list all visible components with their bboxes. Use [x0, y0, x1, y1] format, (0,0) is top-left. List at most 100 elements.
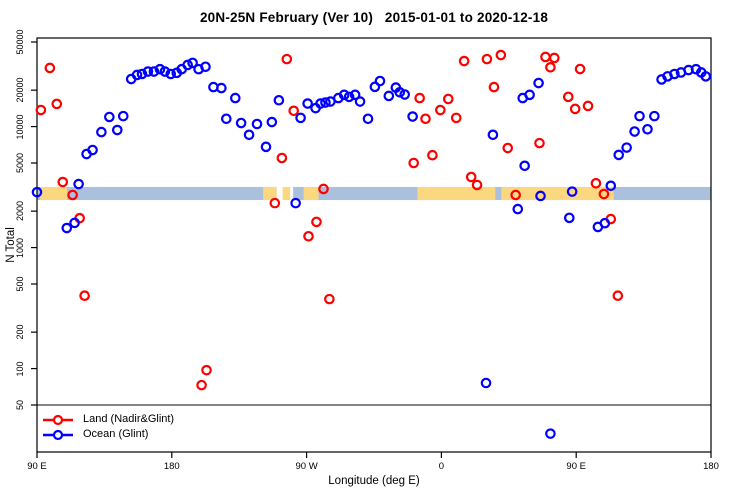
- ocean-data-point: [221, 113, 232, 125]
- y-tick-label: 50000: [15, 29, 25, 55]
- land-data-point: [471, 179, 483, 191]
- ocean-data-point: [369, 81, 381, 93]
- y-tick-label: 2000: [15, 201, 25, 222]
- ocean-data-point: [605, 180, 617, 192]
- y-tick-label: 500: [15, 276, 25, 292]
- ocean-data-point: [613, 149, 625, 161]
- ocean-data-point: [407, 111, 418, 122]
- x-tick-label: 90 W: [295, 461, 318, 472]
- x-tick-label: 90 E: [27, 461, 47, 472]
- ocean-data-point: [487, 129, 499, 141]
- land-data-point: [612, 290, 624, 302]
- ocean-data-point: [642, 123, 653, 135]
- land-data-point: [510, 189, 521, 201]
- land-data-point: [562, 91, 574, 103]
- land-data-point: [450, 112, 462, 124]
- legend-item-ocean: Ocean (Glint): [41, 427, 174, 442]
- ocean-data-point: [273, 94, 285, 106]
- ocean-data-point: [165, 68, 177, 80]
- land-data-point: [435, 104, 446, 116]
- legend-item-land: Land (Nadir&Glint): [41, 412, 174, 427]
- land-data-point: [281, 53, 293, 65]
- band-orange-segment: [282, 186, 291, 201]
- land-data-point: [51, 98, 63, 110]
- land-data-point: [465, 171, 477, 183]
- ocean-data-point: [566, 186, 578, 197]
- ocean-data-point: [535, 190, 546, 202]
- ocean-data-point: [69, 217, 80, 229]
- ocean-data-point: [394, 86, 406, 98]
- ocean-data-point: [216, 82, 227, 94]
- land-data-point: [35, 104, 47, 116]
- ocean-data-point: [700, 71, 712, 82]
- y-tick-label: 50: [15, 399, 25, 411]
- ocean-data-point: [96, 126, 107, 138]
- ocean-data-point: [545, 428, 556, 439]
- land-data-point: [458, 55, 470, 67]
- ocean-data-point: [295, 112, 306, 124]
- ocean-data-point: [649, 110, 660, 122]
- land-data-point: [324, 293, 335, 305]
- land-data-point: [57, 176, 69, 188]
- land-data-point: [269, 197, 281, 209]
- ocean-data-point: [629, 126, 640, 137]
- ocean-data-point: [343, 91, 355, 103]
- ocean-data-point: [159, 66, 171, 77]
- band-orange-segment: [39, 186, 67, 201]
- ocean-data-point: [621, 142, 632, 153]
- ocean-data-point: [290, 197, 301, 209]
- ocean-data-point: [260, 141, 272, 153]
- land-data-point: [44, 62, 56, 74]
- ocean-data-point: [142, 66, 154, 77]
- chart-title: 20N-25N February (Ver 10) 2015-01-01 to …: [199, 10, 549, 25]
- y-tick-label: 20000: [15, 77, 25, 103]
- ocean-data-point: [117, 110, 129, 122]
- ocean-data-point: [61, 222, 73, 234]
- ocean-data-point: [31, 186, 43, 198]
- x-axis-label: Longitude (deg E): [328, 475, 420, 487]
- land-data-point: [574, 63, 586, 75]
- land-data-point: [420, 113, 431, 125]
- x-tick-label: 180: [163, 461, 180, 472]
- band-orange-segment: [303, 186, 319, 201]
- ocean-data-point: [111, 124, 123, 136]
- land-data-point: [318, 183, 329, 195]
- y-tick-label: 200: [15, 324, 25, 340]
- ocean-data-point: [87, 144, 98, 156]
- land-data-point: [442, 93, 454, 105]
- ocean-data-point: [399, 89, 411, 100]
- ocean-data-point: [148, 66, 160, 77]
- land-data-point: [79, 290, 90, 302]
- ocean-data-point: [599, 217, 611, 229]
- land-data-point: [288, 105, 300, 117]
- legend-label-ocean: Ocean (Glint): [83, 428, 149, 440]
- ocean-data-point: [354, 96, 366, 107]
- ocean-data-point: [349, 89, 361, 101]
- ocean-data-point: [266, 116, 278, 128]
- x-tick-label: 0: [438, 461, 445, 472]
- ocean-data-point: [533, 77, 544, 89]
- ocean-data-point: [243, 129, 255, 141]
- ocean-data-point: [136, 68, 148, 80]
- land-data-point: [196, 379, 207, 391]
- ocean-data-point: [564, 212, 575, 224]
- land-data-point: [495, 49, 507, 61]
- ocean-data-point: [524, 89, 535, 101]
- land-data-point: [582, 100, 594, 112]
- ocean-data-point: [187, 57, 198, 69]
- land-data-point: [549, 52, 560, 64]
- y-tick-label: 5000: [15, 152, 25, 174]
- land-data-point: [414, 92, 425, 104]
- land-data-point: [276, 152, 288, 164]
- land-data-point: [534, 137, 545, 149]
- ocean-data-point: [519, 160, 530, 172]
- land-data-point: [427, 149, 438, 161]
- ocean-data-point: [338, 89, 350, 101]
- land-data-point: [545, 61, 556, 73]
- land-data-point: [408, 157, 419, 169]
- land-data-point: [67, 189, 78, 201]
- ocean-data-point: [104, 111, 115, 123]
- y-tick-label: 1000: [15, 237, 25, 258]
